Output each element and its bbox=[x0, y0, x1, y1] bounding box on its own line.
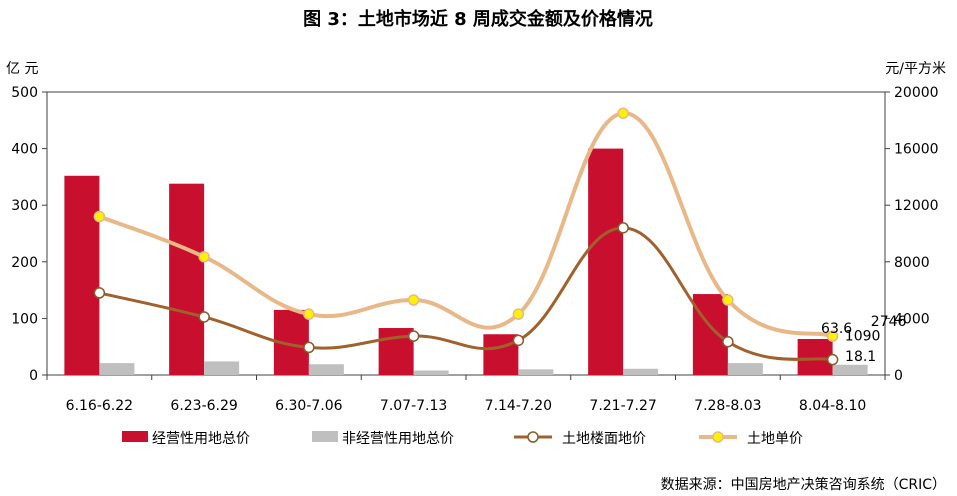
legend-label: 经营性用地总价 bbox=[152, 431, 250, 447]
left-tick-label: 100 bbox=[11, 311, 38, 327]
point-land-unit-price bbox=[198, 251, 210, 263]
legend-swatch bbox=[312, 431, 338, 442]
point-land-unit-price bbox=[407, 294, 420, 306]
data-label: 2746 bbox=[871, 314, 907, 330]
bar-noncommercial-land-total bbox=[518, 369, 554, 375]
point-land-unit-price bbox=[722, 294, 734, 306]
bar-commercial-land-total bbox=[797, 339, 833, 375]
left-tick-label: 500 bbox=[11, 85, 38, 101]
left-tick-label: 0 bbox=[29, 368, 38, 384]
bar-noncommercial-land-total bbox=[832, 364, 868, 375]
right-tick-label: 8000 bbox=[894, 255, 930, 271]
legend-swatch bbox=[122, 431, 148, 442]
data-label: 63.6 bbox=[821, 321, 852, 337]
left-tick-label: 400 bbox=[11, 142, 38, 158]
point-land-unit-price bbox=[512, 308, 525, 320]
data-label: 1090 bbox=[845, 329, 881, 345]
x-tick-label: 8.04-8.10 bbox=[799, 398, 866, 414]
source-note: 数据来源：中国房地产决策咨询系统（CRIC） bbox=[661, 476, 946, 493]
point-land-floor-price bbox=[198, 311, 210, 323]
point-land-floor-price bbox=[93, 287, 106, 299]
x-tick-label: 6.23-6.29 bbox=[170, 398, 237, 414]
point-land-unit-price bbox=[93, 210, 106, 223]
legend-label: 土地楼面地价 bbox=[562, 431, 646, 447]
bar-noncommercial-land-total bbox=[308, 364, 344, 375]
point-land-unit-price bbox=[617, 107, 629, 119]
right-tick-label: 12000 bbox=[894, 198, 939, 214]
line-land-unit-price bbox=[98, 111, 834, 339]
x-tick-label: 7.21-7.27 bbox=[589, 398, 656, 414]
point-land-floor-price bbox=[826, 353, 839, 366]
point-land-floor-price bbox=[512, 334, 525, 347]
bar-noncommercial-land-total bbox=[204, 361, 240, 375]
right-tick-label: 0 bbox=[894, 368, 903, 384]
bar-noncommercial-land-total bbox=[623, 368, 659, 375]
bar-noncommercial-land-total bbox=[727, 363, 763, 375]
legend-label: 土地单价 bbox=[747, 431, 803, 447]
x-tick-label: 7.07-7.13 bbox=[380, 398, 447, 414]
right-tick-label: 4000 bbox=[894, 311, 930, 327]
point-land-floor-price bbox=[722, 335, 734, 348]
bar-commercial-land-total bbox=[483, 334, 519, 375]
bar-noncommercial-land-total bbox=[99, 363, 135, 375]
legend-marker bbox=[712, 431, 724, 443]
right-tick-label: 16000 bbox=[894, 142, 939, 158]
chart-title: 图 3：土地市场近 8 周成交金额及价格情况 bbox=[303, 8, 653, 30]
legend-label: 非经营性用地总价 bbox=[342, 431, 454, 447]
point-land-unit-price bbox=[303, 308, 315, 320]
bar-noncommercial-land-total bbox=[413, 370, 449, 375]
point-land-floor-price bbox=[303, 341, 315, 354]
right-axis-unit: 元/平方米 bbox=[885, 61, 946, 77]
right-tick-label: 20000 bbox=[894, 85, 939, 101]
line-land-floor-price bbox=[99, 226, 833, 362]
x-tick-label: 7.14-7.20 bbox=[485, 398, 552, 414]
data-label: 18.1 bbox=[845, 349, 876, 365]
point-land-unit-price bbox=[826, 330, 839, 342]
left-axis-unit: 亿 元 bbox=[6, 61, 38, 77]
bar-commercial-land-total bbox=[169, 183, 205, 375]
x-tick-label: 6.16-6.22 bbox=[66, 398, 133, 414]
x-tick-label: 6.30-7.06 bbox=[275, 398, 342, 414]
point-land-floor-price bbox=[407, 330, 420, 342]
x-tick-label: 7.28-8.03 bbox=[694, 398, 761, 414]
bar-commercial-land-total bbox=[692, 294, 728, 375]
bar-commercial-land-total bbox=[64, 175, 100, 375]
left-tick-label: 200 bbox=[11, 255, 38, 271]
bar-commercial-land-total bbox=[588, 148, 624, 375]
left-tick-label: 300 bbox=[11, 198, 38, 214]
legend-marker bbox=[527, 431, 539, 443]
point-land-floor-price bbox=[617, 222, 629, 234]
